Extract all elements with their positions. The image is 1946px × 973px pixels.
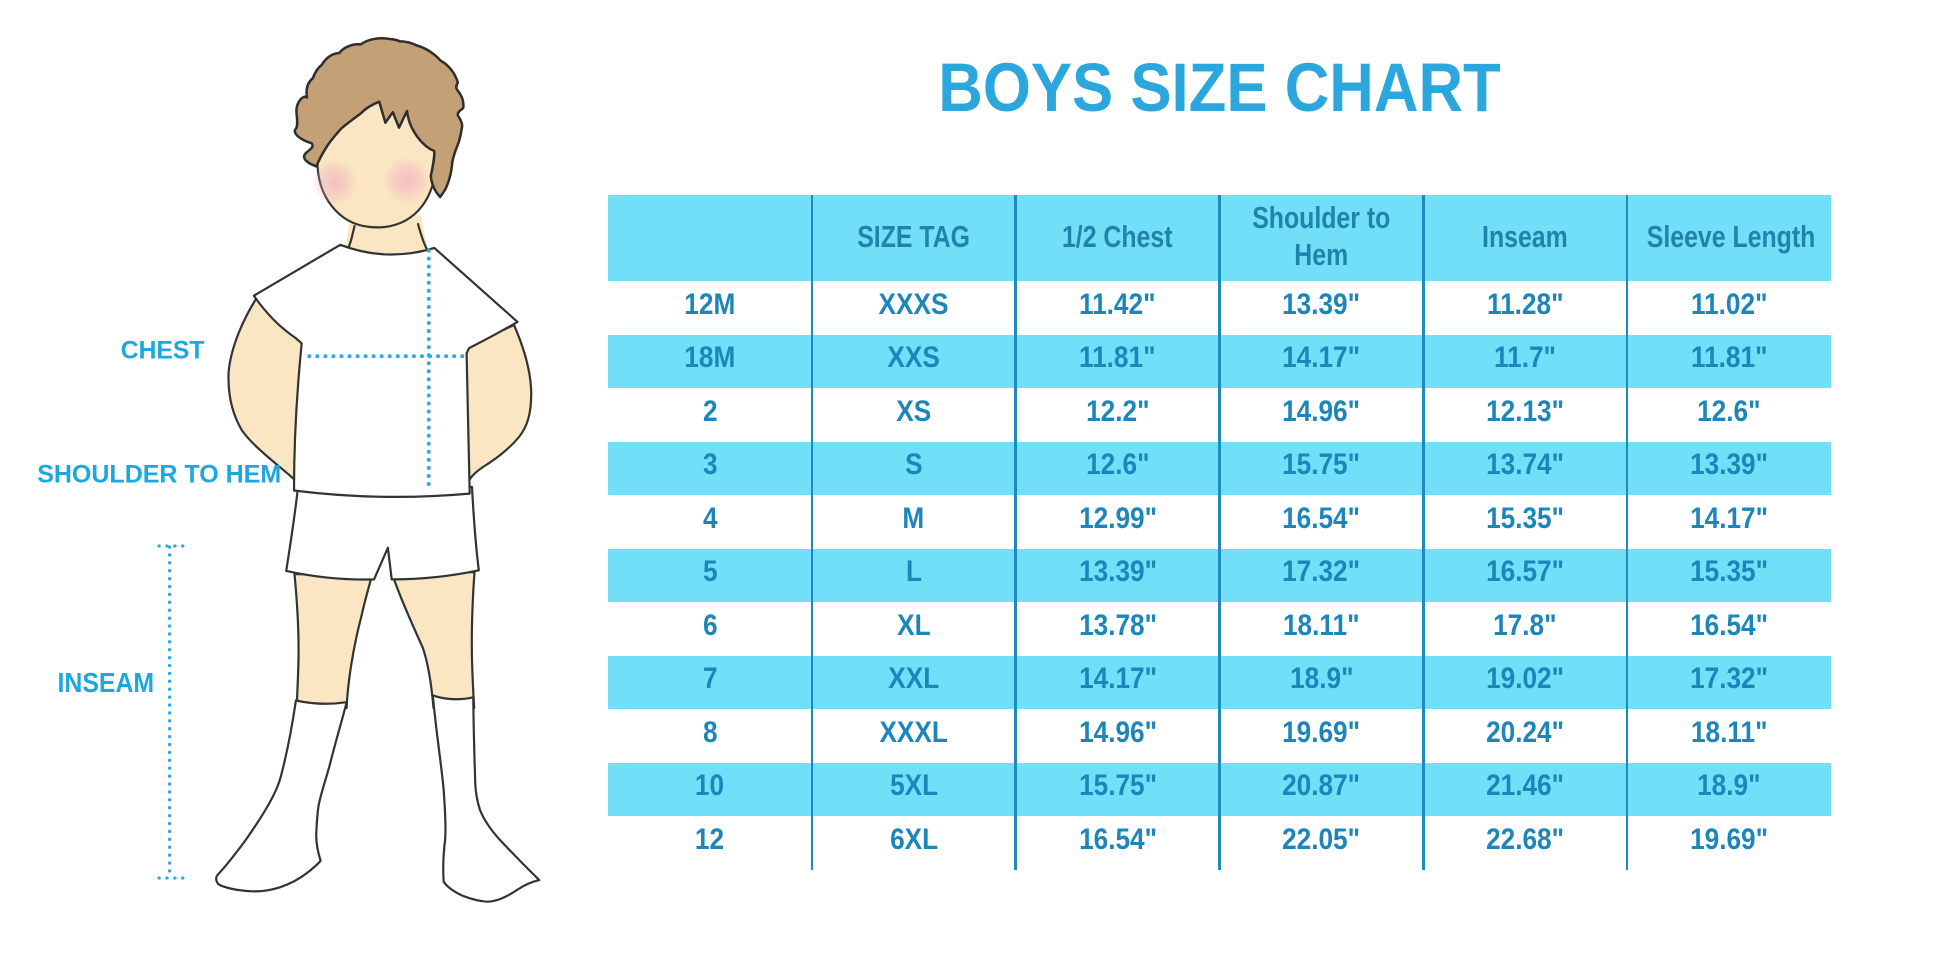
svg-text:SHOULDER TO HEM: SHOULDER TO HEM — [37, 460, 281, 488]
svg-text:CHEST: CHEST — [121, 338, 205, 365]
svg-text:INSEAM: INSEAM — [58, 667, 155, 699]
